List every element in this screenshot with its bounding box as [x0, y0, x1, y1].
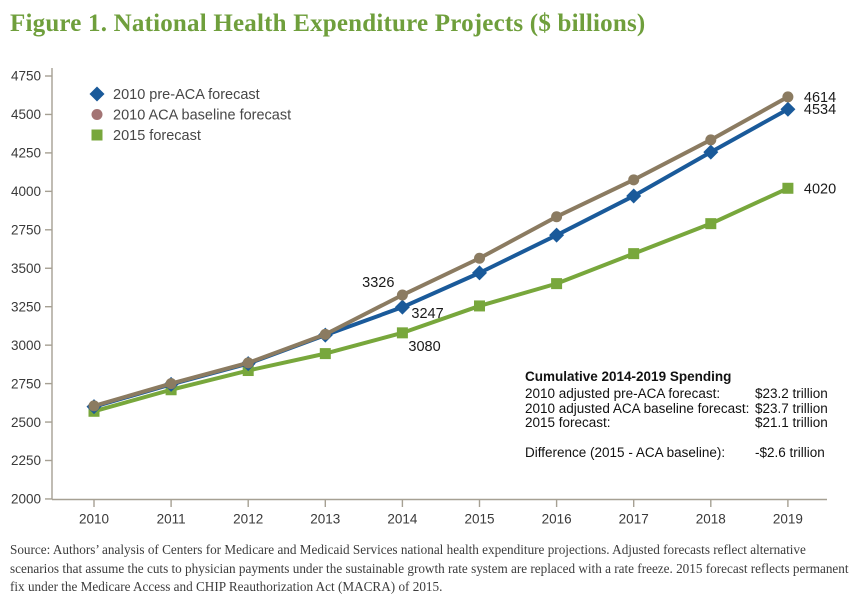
circle-marker	[782, 91, 794, 103]
square-marker	[628, 248, 640, 260]
summary-row: 2010 adjusted pre-ACA forecast: $23.2 tr…	[525, 386, 841, 402]
square-marker	[782, 182, 794, 194]
legend-diamond-icon	[89, 86, 105, 102]
legend: 2010 pre-ACA forecast 2010 ACA baseline f…	[89, 86, 291, 144]
y-tick-labels: 4750 4500 4250 4000 2750 3500 3250 3000 2750 2500…	[11, 69, 41, 507]
square-marker	[551, 278, 563, 290]
summary-row-label: 2010 adjusted ACA baseline forecast:	[525, 400, 750, 416]
diamond-marker	[703, 144, 719, 160]
series-aca-baseline-2010	[88, 91, 794, 412]
source-note: Source: Authors’ analysis of Centers for…	[10, 542, 849, 595]
data-label: 4020	[804, 181, 836, 197]
x-tick-label: 2016	[542, 512, 572, 527]
summary-difference-row: Difference (2015 - ACA baseline): -$2.6 …	[525, 444, 841, 461]
summary-row: 2015 forecast: $21.1 trillion	[525, 416, 841, 431]
y-tick-label: 2250	[11, 453, 41, 468]
data-label: 3080	[408, 339, 440, 355]
diamond-marker	[626, 188, 642, 204]
circle-marker	[628, 174, 640, 186]
series-line-aca-baseline-2010	[92, 94, 790, 408]
circle-marker	[396, 289, 408, 301]
circle-marker	[242, 357, 254, 369]
square-marker	[396, 327, 408, 339]
legend-label: 2015 forecast	[113, 128, 201, 144]
circle-marker	[551, 211, 563, 223]
summary-title: Cumulative 2014-2019 Spending	[525, 369, 732, 384]
summary-row-label: 2015 forecast:	[525, 415, 611, 431]
y-tick-label: 2750	[11, 376, 41, 391]
square-marker	[474, 300, 485, 312]
summary-row-label: Difference (2015 - ACA baseline):	[525, 444, 726, 460]
legend-item-pre-aca-2010: 2010 pre-ACA forecast	[89, 86, 260, 103]
diamond-marker	[472, 265, 487, 281]
y-tick-label: 4500	[11, 107, 41, 122]
data-label: 4534	[804, 102, 836, 118]
legend-item-forecast-2015: 2015 forecast	[91, 128, 201, 144]
x-tick-label: 2019	[773, 512, 803, 527]
legend-item-aca-baseline-2010: 2010 ACA baseline forecast	[91, 108, 291, 124]
data-label: 4614	[804, 90, 836, 106]
y-tick-label: 4250	[11, 146, 41, 161]
x-tick-label: 2013	[310, 512, 340, 527]
x-tick-label: 2014	[387, 512, 418, 527]
diamond-marker	[780, 101, 796, 117]
summary-row-label: 2010 adjusted pre-ACA forecast:	[525, 386, 721, 401]
y-tick-label: 3000	[11, 338, 41, 353]
x-tick-label: 2010	[79, 512, 109, 527]
diamond-marker	[549, 227, 565, 243]
summary-row-value: $23.7 trillion	[755, 400, 828, 416]
legend-label: 2010 ACA baseline forecast	[113, 108, 291, 124]
cumulative-spending-box: Cumulative 2014-2019 Spending 2010 adjus…	[525, 369, 841, 460]
x-tick-label: 2015	[464, 512, 494, 527]
legend-circle-icon	[91, 109, 103, 120]
y-tick-label: 2500	[11, 415, 41, 430]
y-tick-label: 4000	[11, 184, 41, 199]
circle-marker	[165, 378, 177, 390]
figure-title: Figure 1. National Health Expenditure Pr…	[10, 10, 646, 37]
diamond-marker	[394, 299, 410, 315]
square-marker	[319, 348, 331, 360]
y-tick-label: 3250	[11, 299, 41, 314]
square-marker	[705, 218, 717, 230]
y-tick-label: 2750	[11, 223, 41, 238]
data-label: 3247	[411, 306, 443, 322]
x-tick-label: 2011	[157, 512, 186, 527]
circle-marker	[319, 328, 331, 340]
summary-row: 2010 adjusted ACA baseline forecast: $23…	[525, 400, 841, 417]
x-tick-label: 2018	[696, 512, 726, 527]
x-tick-label: 2012	[233, 512, 263, 527]
x-tick-labels: 2010 2011 2012 2013 2014 2015 2016 2017 2018 2019	[79, 512, 803, 527]
data-label: 3326	[362, 275, 394, 291]
circle-marker	[474, 252, 485, 264]
legend-square-icon	[91, 129, 103, 141]
series-line-forecast-2015	[92, 186, 790, 414]
nhe-line-chart: 4750 4500 4250 4000 2750 3500 3250 3000 2750 2500…	[11, 68, 836, 527]
x-tick-label: 2017	[619, 512, 649, 527]
summary-row-value: -$2.6 trillion	[755, 444, 825, 460]
summary-row-value: $23.2 trillion	[755, 386, 828, 401]
summary-row-value: $21.1 trillion	[755, 415, 828, 431]
circle-marker	[705, 134, 717, 146]
series-pre-aca-2010	[86, 101, 796, 415]
legend-label: 2010 pre-ACA forecast	[113, 87, 260, 103]
circle-marker	[88, 400, 100, 412]
y-tick-label: 2000	[11, 492, 41, 507]
y-tick-label: 3500	[11, 261, 41, 276]
y-tick-label: 4750	[11, 69, 41, 84]
axes	[45, 68, 827, 507]
